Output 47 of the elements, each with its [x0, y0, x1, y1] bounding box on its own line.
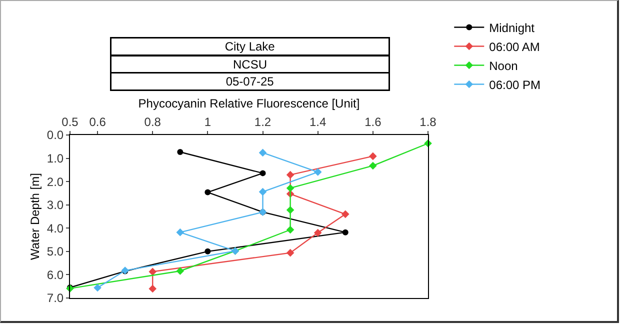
chart-title: City Lake [224, 40, 276, 54]
y-tick-label: 2.0 [46, 174, 64, 189]
point [314, 228, 322, 237]
point [176, 267, 184, 275]
point [258, 188, 267, 196]
point [258, 148, 267, 157]
legend-label: Noon [489, 58, 518, 73]
point [176, 228, 184, 236]
point [94, 284, 102, 292]
chart-subtitle: NCSU [232, 58, 268, 72]
x-tick-label: 1.8 [420, 115, 437, 130]
y-tick-label: 7.0 [46, 291, 64, 306]
point [342, 229, 348, 236]
point [204, 248, 211, 254]
legend-label: 06:00 AM [489, 40, 540, 54]
y-tick-label: 0.0 [46, 128, 64, 142]
y-tick-label: 1.0 [46, 151, 64, 166]
point [314, 168, 322, 176]
x-tick-label: 1.2 [254, 115, 272, 130]
point [177, 149, 184, 155]
x-tick-label: 0.5 [62, 115, 79, 130]
x-axis-title: Phycocyanin Relative Fluorescence [Unit] [138, 96, 360, 110]
y-tick-label: 4.0 [46, 221, 64, 236]
text: 05-07-25 [226, 74, 274, 88]
x-tick-label: 1.6 [364, 115, 382, 130]
point [341, 210, 350, 218]
point [369, 152, 377, 160]
point [148, 284, 157, 293]
point [286, 226, 294, 234]
y-axis-title: Water Depth [m] [28, 173, 42, 260]
x-tick-label: 0.6 [89, 115, 106, 130]
y-tick-label: 3.0 [46, 198, 64, 212]
point [369, 162, 377, 170]
legend-label: Midnight [489, 20, 536, 35]
point [286, 206, 294, 214]
point [286, 170, 294, 179]
point [260, 170, 266, 176]
point [204, 189, 211, 196]
point [286, 184, 294, 192]
x-tick-label: 1.4 [310, 115, 327, 130]
legend-label: 06:00 PM [489, 78, 541, 92]
point [286, 248, 294, 257]
x-tick-label: 0.8 [144, 115, 162, 130]
y-tick-label: 6.0 [46, 268, 64, 282]
y-tick-label: 5.0 [46, 244, 64, 259]
x-tick-label: 1 [204, 115, 212, 130]
point [148, 268, 157, 276]
